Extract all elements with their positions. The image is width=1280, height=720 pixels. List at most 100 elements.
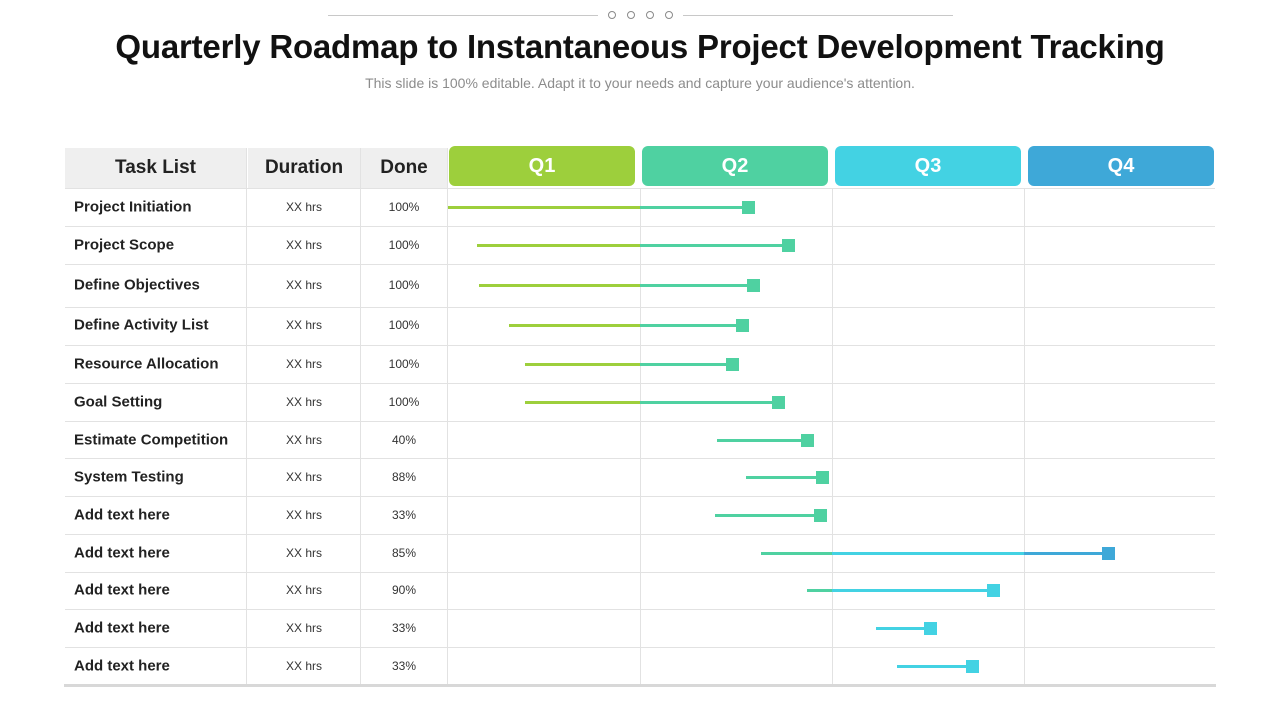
task-name: Add text here xyxy=(74,657,170,675)
row-divider xyxy=(65,647,1215,648)
row-divider xyxy=(65,226,1215,227)
task-done-percent: 88% xyxy=(391,470,417,484)
header-task-list: Task List xyxy=(65,148,246,188)
task-duration: XX hrs xyxy=(285,546,322,560)
timeline-bar-segment xyxy=(1024,552,1109,555)
row-divider xyxy=(65,572,1215,573)
task-name: Goal Setting xyxy=(74,393,163,411)
milestone-marker xyxy=(735,319,749,332)
milestone-marker xyxy=(726,358,740,371)
timeline-bar-segment xyxy=(640,324,742,327)
quarter-gridline xyxy=(640,188,641,684)
task-duration: XX hrs xyxy=(285,238,322,252)
task-duration: XX hrs xyxy=(285,583,322,597)
task-name: Add text here xyxy=(74,581,170,599)
timeline-bar-segment xyxy=(640,363,733,366)
header-done: Done xyxy=(361,148,447,188)
quarter-header-q3: Q3 xyxy=(835,146,1021,186)
ornament-dot xyxy=(608,11,616,19)
task-done-percent: 33% xyxy=(391,621,417,635)
timeline-bar-segment xyxy=(745,476,823,479)
task-done-percent: 33% xyxy=(391,508,417,522)
task-duration: XX hrs xyxy=(285,621,322,635)
row-divider xyxy=(65,458,1215,459)
timeline-bar-segment xyxy=(716,439,808,442)
ornament-dot xyxy=(627,11,635,19)
page-subtitle: This slide is 100% editable. Adapt it to… xyxy=(365,75,915,91)
quarter-header-q1: Q1 xyxy=(449,146,635,186)
task-done-percent: 40% xyxy=(391,433,417,447)
page-title: Quarterly Roadmap to Instantaneous Proje… xyxy=(115,28,1165,65)
milestone-marker xyxy=(801,434,815,447)
milestone-marker xyxy=(781,239,795,252)
quarter-gridline xyxy=(1024,188,1025,684)
task-duration: XX hrs xyxy=(285,318,322,332)
task-name: Define Activity List xyxy=(74,316,209,334)
task-name: Estimate Competition xyxy=(74,431,229,449)
timeline-bar-segment xyxy=(832,589,994,592)
table-bottom-border xyxy=(64,684,1216,687)
quarter-header-q2: Q2 xyxy=(642,146,828,186)
column-divider xyxy=(447,148,448,684)
milestone-marker xyxy=(814,509,828,522)
row-divider xyxy=(65,264,1215,265)
task-name: Add text here xyxy=(74,619,170,637)
row-divider xyxy=(65,534,1215,535)
task-name: Project Scope xyxy=(74,236,175,254)
row-divider xyxy=(65,421,1215,422)
row-divider xyxy=(65,188,1215,189)
column-divider xyxy=(360,148,361,684)
timeline-bar-segment xyxy=(640,284,754,287)
row-divider xyxy=(65,609,1215,610)
timeline-bar-segment xyxy=(640,206,748,209)
milestone-marker xyxy=(987,584,1001,597)
task-name: Project Initiation xyxy=(74,198,192,216)
quarter-gridline xyxy=(832,188,833,684)
task-duration: XX hrs xyxy=(285,200,322,214)
task-duration: XX hrs xyxy=(285,433,322,447)
timeline-bar-segment xyxy=(448,206,640,209)
timeline-bar-segment xyxy=(640,244,788,247)
timeline-bar-segment xyxy=(524,363,640,366)
task-name: Define Objectives xyxy=(74,276,200,294)
timeline-bar-segment xyxy=(832,552,1024,555)
row-divider xyxy=(65,496,1215,497)
milestone-marker xyxy=(1102,547,1116,560)
timeline-bar-segment xyxy=(478,284,640,287)
task-duration: XX hrs xyxy=(285,278,322,292)
task-done-percent: 100% xyxy=(388,238,420,252)
task-done-percent: 100% xyxy=(388,318,420,332)
timeline-bar-segment xyxy=(760,552,832,555)
task-duration: XX hrs xyxy=(285,395,322,409)
timeline-bar-segment xyxy=(476,244,640,247)
task-duration: XX hrs xyxy=(285,659,322,673)
ornament-dot xyxy=(665,11,673,19)
task-done-percent: 100% xyxy=(388,395,420,409)
quarter-header-q4: Q4 xyxy=(1028,146,1214,186)
timeline-bar-segment xyxy=(807,589,832,592)
task-done-percent: 33% xyxy=(391,659,417,673)
task-name: Add text here xyxy=(74,544,170,562)
row-divider xyxy=(65,345,1215,346)
task-done-percent: 100% xyxy=(388,278,420,292)
task-duration: XX hrs xyxy=(285,470,322,484)
timeline-bar-segment xyxy=(640,401,779,404)
task-name: System Testing xyxy=(74,468,184,486)
timeline-bar-segment xyxy=(509,324,640,327)
ornament-dot xyxy=(646,11,654,19)
task-done-percent: 100% xyxy=(388,357,420,371)
ornament-line-left xyxy=(328,15,598,16)
task-name: Add text here xyxy=(74,506,170,524)
timeline-bar-segment xyxy=(714,514,821,517)
timeline-bar-segment xyxy=(897,665,973,668)
decorative-header-ornament xyxy=(328,10,953,22)
ornament-line-right xyxy=(683,15,953,16)
task-done-percent: 85% xyxy=(391,546,417,560)
milestone-marker xyxy=(747,279,761,292)
milestone-marker xyxy=(772,396,786,409)
milestone-marker xyxy=(923,622,937,635)
timeline-bar-segment xyxy=(876,627,930,630)
milestone-marker xyxy=(741,201,755,214)
task-done-percent: 90% xyxy=(391,583,417,597)
header-duration: Duration xyxy=(248,148,360,188)
